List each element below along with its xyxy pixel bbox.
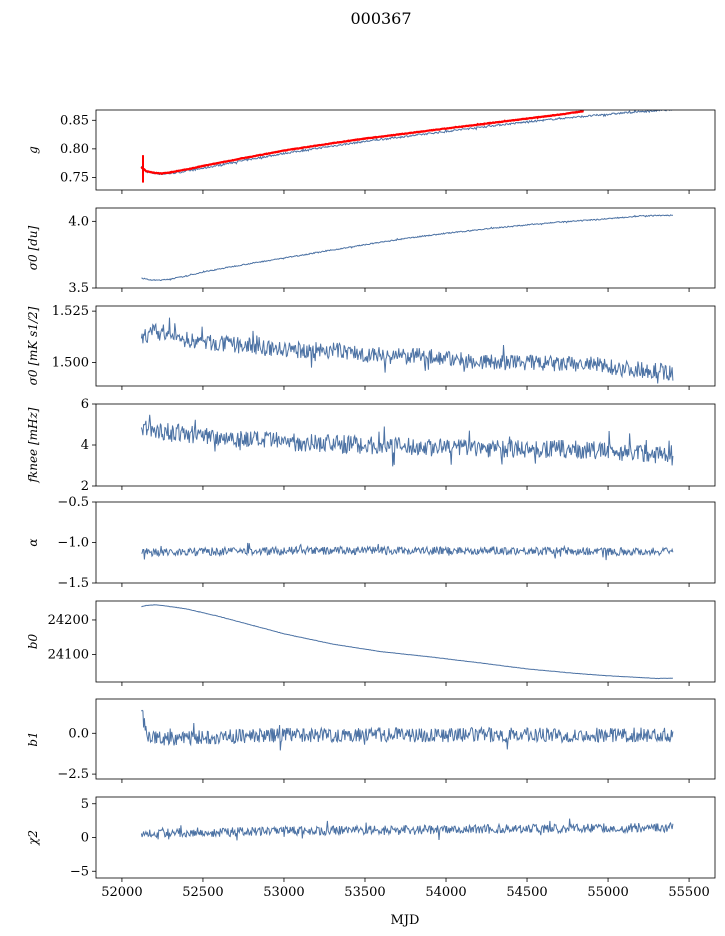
panel-5: −1.5 −1.0 −0.5 α	[26, 495, 716, 591]
y-tick-label: 0.75	[60, 170, 89, 185]
series-line	[140, 818, 674, 841]
axes-frame	[95, 109, 716, 191]
series-line	[141, 542, 674, 561]
panel-1: 0.75 0.80 0.85 g	[26, 109, 716, 194]
x-tick-label: 55000	[587, 885, 628, 900]
figure-title: 000367	[350, 9, 411, 28]
y-axis-label: α	[26, 538, 40, 546]
axes-frame	[95, 796, 716, 879]
x-tick-label: 53500	[344, 885, 385, 900]
panel-3: 1.500 1.525 σ0 [mK s1/2]	[26, 304, 716, 390]
y-tick-label: −2.5	[57, 767, 89, 782]
y-tick-label: 0.85	[60, 113, 89, 128]
y-tick-label: −5	[70, 864, 89, 879]
x-tick-label: 53000	[263, 885, 304, 900]
y-tick-label: 2	[81, 479, 89, 494]
y-axis-label: χ2	[26, 830, 40, 846]
panel-6: 24100 24200 b0	[26, 600, 716, 686]
y-tick-label: −0.5	[57, 495, 89, 510]
x-tick-label: 54500	[506, 885, 547, 900]
y-tick-label: 1.525	[52, 304, 89, 319]
series-line	[140, 414, 674, 467]
y-tick-label: 6	[81, 397, 89, 412]
axes-frame	[95, 305, 716, 387]
y-tick-label: 4.0	[68, 214, 89, 229]
y-tick-label: 0.0	[68, 726, 89, 741]
series-line	[140, 317, 674, 384]
x-axis-label: MJD	[391, 913, 420, 928]
y-tick-label: 1.500	[52, 355, 89, 370]
y-axis-label: σ0 [du]	[26, 225, 40, 270]
panel-8: −5 0 5 χ2 52000 52500 53000 53500 54000 54500 5500…	[26, 796, 716, 900]
y-axis-label: fknee [mHz]	[26, 407, 40, 483]
panel-7: −2.5 0.0 b1	[26, 698, 716, 783]
y-tick-label: −1.0	[57, 536, 89, 551]
x-tick-label: 52000	[101, 885, 142, 900]
y-tick-label: 4	[81, 438, 89, 453]
y-axis-label: σ0 [mK s1/2]	[26, 306, 40, 385]
y-tick-label: 5	[81, 797, 89, 812]
x-tick-label: 55500	[668, 885, 709, 900]
y-tick-label: 0	[81, 831, 89, 846]
y-tick-label: −1.5	[57, 576, 89, 591]
series-line	[141, 214, 674, 281]
y-tick-label: 24200	[48, 613, 89, 628]
series-line	[141, 709, 674, 751]
y-tick-label: 24100	[48, 647, 89, 662]
y-tick-label: 0.80	[60, 142, 89, 157]
series-line	[140, 110, 673, 176]
y-axis-label: b1	[26, 731, 40, 746]
y-tick-label: 3.5	[68, 281, 89, 296]
axes-frame	[95, 207, 716, 289]
axes-frame	[95, 600, 716, 683]
y-axis-label: g	[26, 146, 40, 154]
series-line	[141, 604, 673, 680]
x-tick-label: 54000	[425, 885, 466, 900]
axes-frame	[95, 501, 716, 584]
fit-line	[140, 110, 584, 176]
panel-2: 3.5 4.0 σ0 [du]	[26, 207, 716, 296]
x-tick-label: 52500	[182, 885, 223, 900]
panel-4: 2 4 6 fknee [mHz]	[26, 397, 716, 494]
axes-frame	[95, 698, 716, 780]
y-axis-label: b0	[26, 633, 40, 649]
